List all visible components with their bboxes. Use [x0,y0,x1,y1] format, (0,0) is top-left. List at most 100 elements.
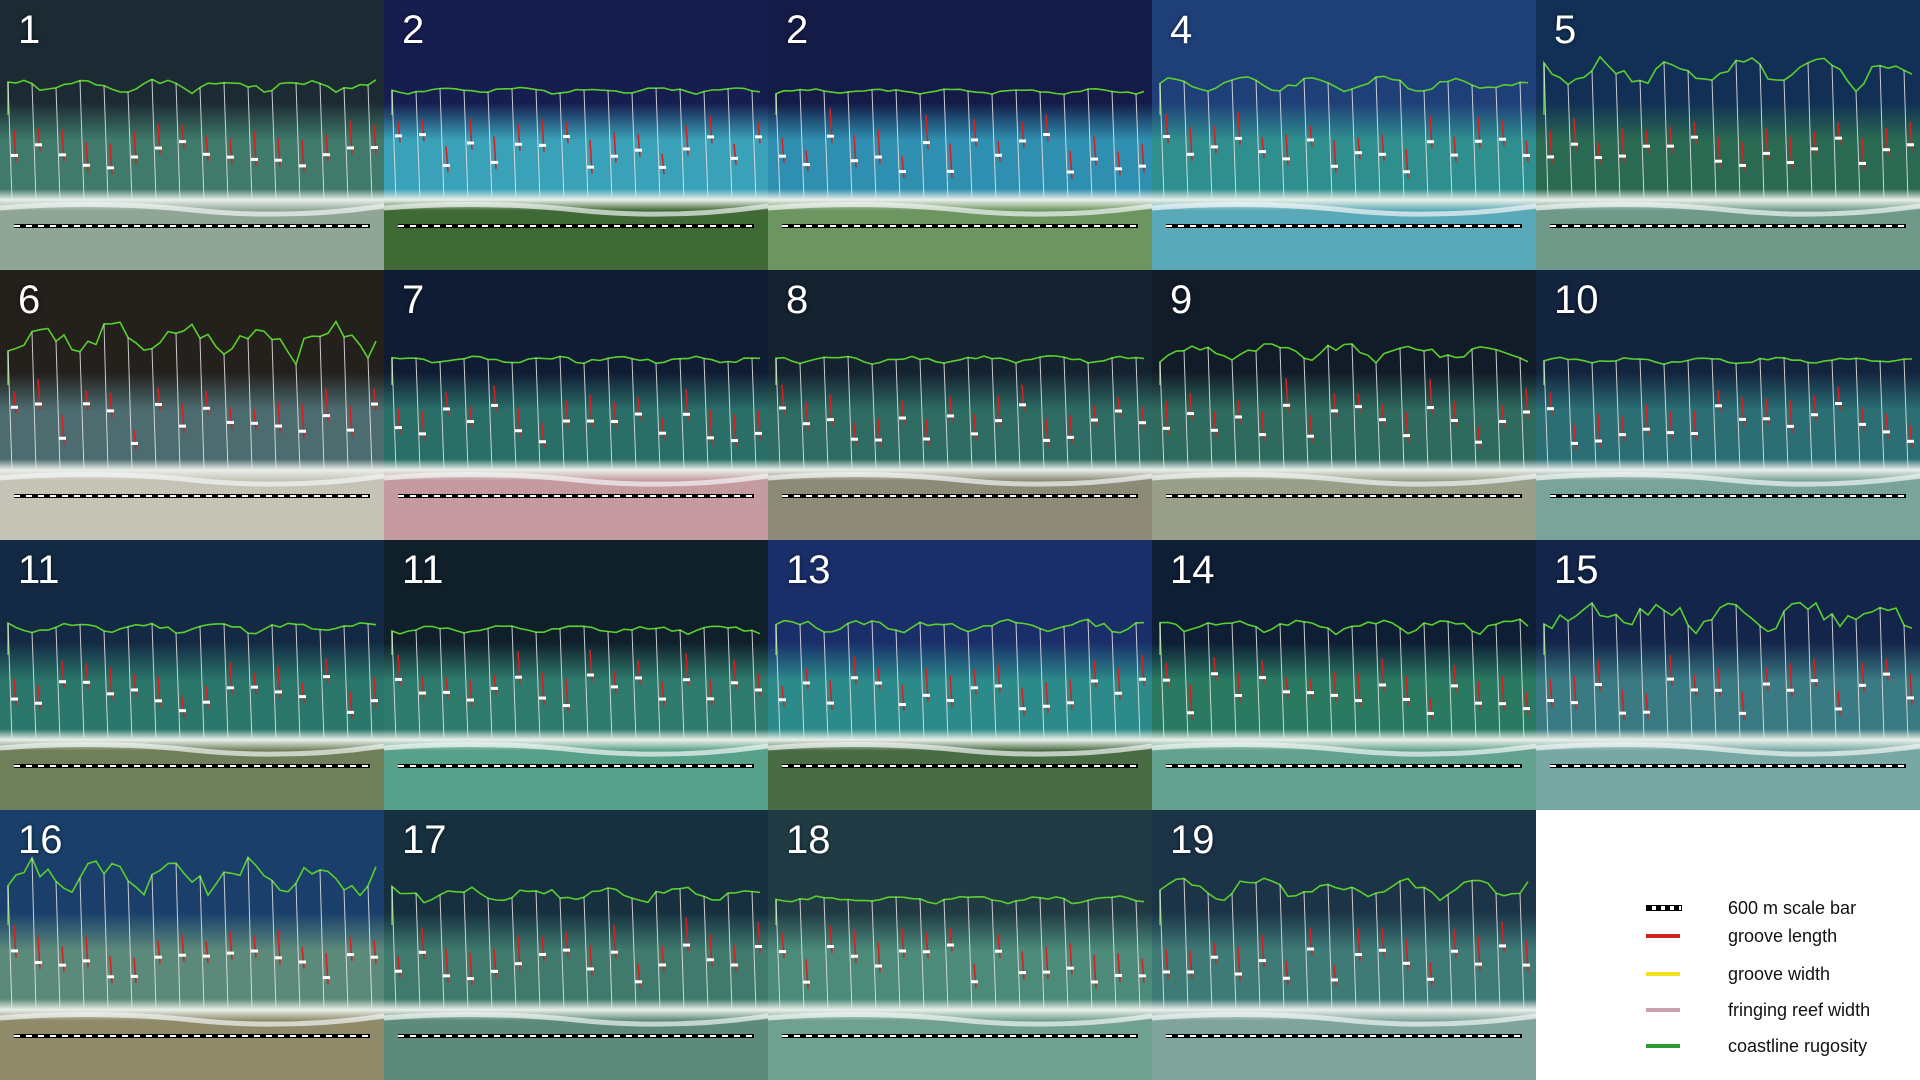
groove-width-mark [635,980,642,984]
groove-width-mark [419,432,426,436]
groove-length-mark [973,669,977,695]
groove-width-mark [1139,677,1146,681]
reef-width-transect [1399,80,1405,201]
reef-width-transect [1855,358,1861,471]
groove-length-mark [613,401,617,429]
groove-length-mark [901,928,905,958]
satellite-image [0,270,384,540]
reef-width-transect [871,900,877,1011]
reef-width-transect [1711,619,1717,741]
reef-width-transect [487,898,493,1011]
reef-width-transect [1591,70,1597,201]
reef-width-transect [535,89,541,201]
groove-width-mark [1715,159,1722,163]
panel-16: 16 [0,810,384,1080]
satellite-image [768,0,1152,270]
reef-width-transect [1807,62,1813,201]
surf-zone [1152,471,1536,487]
groove-width-mark [371,955,378,959]
reef-width-transect [1135,622,1141,741]
groove-length-mark [1165,662,1169,687]
groove-width-mark [1235,972,1242,976]
reef-width-transect [679,89,685,201]
panel-15: 15 [1536,540,1920,810]
groove-length-mark [445,146,449,173]
groove-width-mark [995,419,1002,423]
groove-length-mark [133,429,137,451]
reef-width-transect [1855,619,1861,741]
reef-width-transect [367,623,373,741]
groove-width-mark [131,688,138,692]
groove-width-mark [203,406,210,410]
reef-width-transect [1279,90,1285,201]
groove-width-mark [227,686,234,690]
reef-width-transect [319,83,325,201]
reef-width-transect [1903,625,1909,741]
reef-width-transect [271,339,277,471]
groove-width-mark [707,135,714,139]
reef-width-transect [991,358,997,471]
groove-width-mark [515,675,522,679]
groove-width-mark [1235,415,1242,419]
groove-width-mark [443,690,450,694]
groove-length-mark [1213,125,1217,154]
groove-width-mark [1643,427,1650,431]
groove-width-mark [35,960,42,964]
groove-length-mark [205,390,209,415]
reef-width-transect [127,337,133,471]
reef-width-transect [1183,81,1189,201]
groove-width-mark [635,676,642,680]
reef-width-transect [823,631,829,741]
groove-width-mark [251,157,258,161]
reef-width-transect [367,885,373,1011]
reef-width-transect [415,893,421,1011]
groove-length-mark [757,673,761,697]
panel-12: 11 [384,540,768,810]
groove-width-mark [1907,143,1914,147]
reef-width-transect [655,363,661,471]
reef-width-transect [103,873,109,1011]
groove-width-mark [1259,433,1266,437]
groove-width-mark [1379,152,1386,156]
reef-width-transect [1063,357,1069,471]
reef-width-transect [247,633,253,741]
reef-width-transect [751,891,757,1011]
groove-width-mark [587,419,594,423]
reef-width-transect [967,897,973,1011]
groove-width-mark [1523,963,1530,967]
groove-length-mark [997,140,1001,162]
groove-width-mark [1715,404,1722,408]
reef-width-transect [1111,897,1117,1011]
coastline-rugosity-line [775,87,1145,115]
reef-width-transect [1519,357,1525,471]
groove-width-mark [1523,707,1530,711]
groove-width-mark [1043,704,1050,708]
reef-width-transect [871,89,877,201]
reef-width-transect [1063,94,1069,201]
reef-width-transect [1351,343,1357,471]
groove-length-mark [181,696,185,718]
groove-width-mark [1451,684,1458,688]
reef-width-transect [1159,83,1165,201]
surf-zone [384,741,768,757]
reef-width-transect [1375,77,1381,201]
groove-width-mark [395,134,402,138]
panel-number: 19 [1170,818,1215,862]
groove-width-mark [659,697,666,701]
groove-width-mark [1259,150,1266,154]
reef-width-transect [31,331,37,471]
reef-width-transect [1759,64,1765,201]
surf-zone [768,1011,1152,1027]
reef-width-transect [247,857,253,1011]
reef-width-transect [655,88,661,201]
reef-width-transect [1231,359,1237,471]
groove-width-mark [35,701,42,705]
reef-width-transect [775,624,781,741]
reef-width-transect [1735,363,1741,471]
reef-width-transect [1111,357,1117,471]
groove-width-mark [587,673,594,677]
groove-length-mark [877,418,881,447]
reef-width-transect [1303,891,1309,1011]
groove-length-mark [1261,660,1265,685]
reef-width-transect [1663,61,1669,201]
